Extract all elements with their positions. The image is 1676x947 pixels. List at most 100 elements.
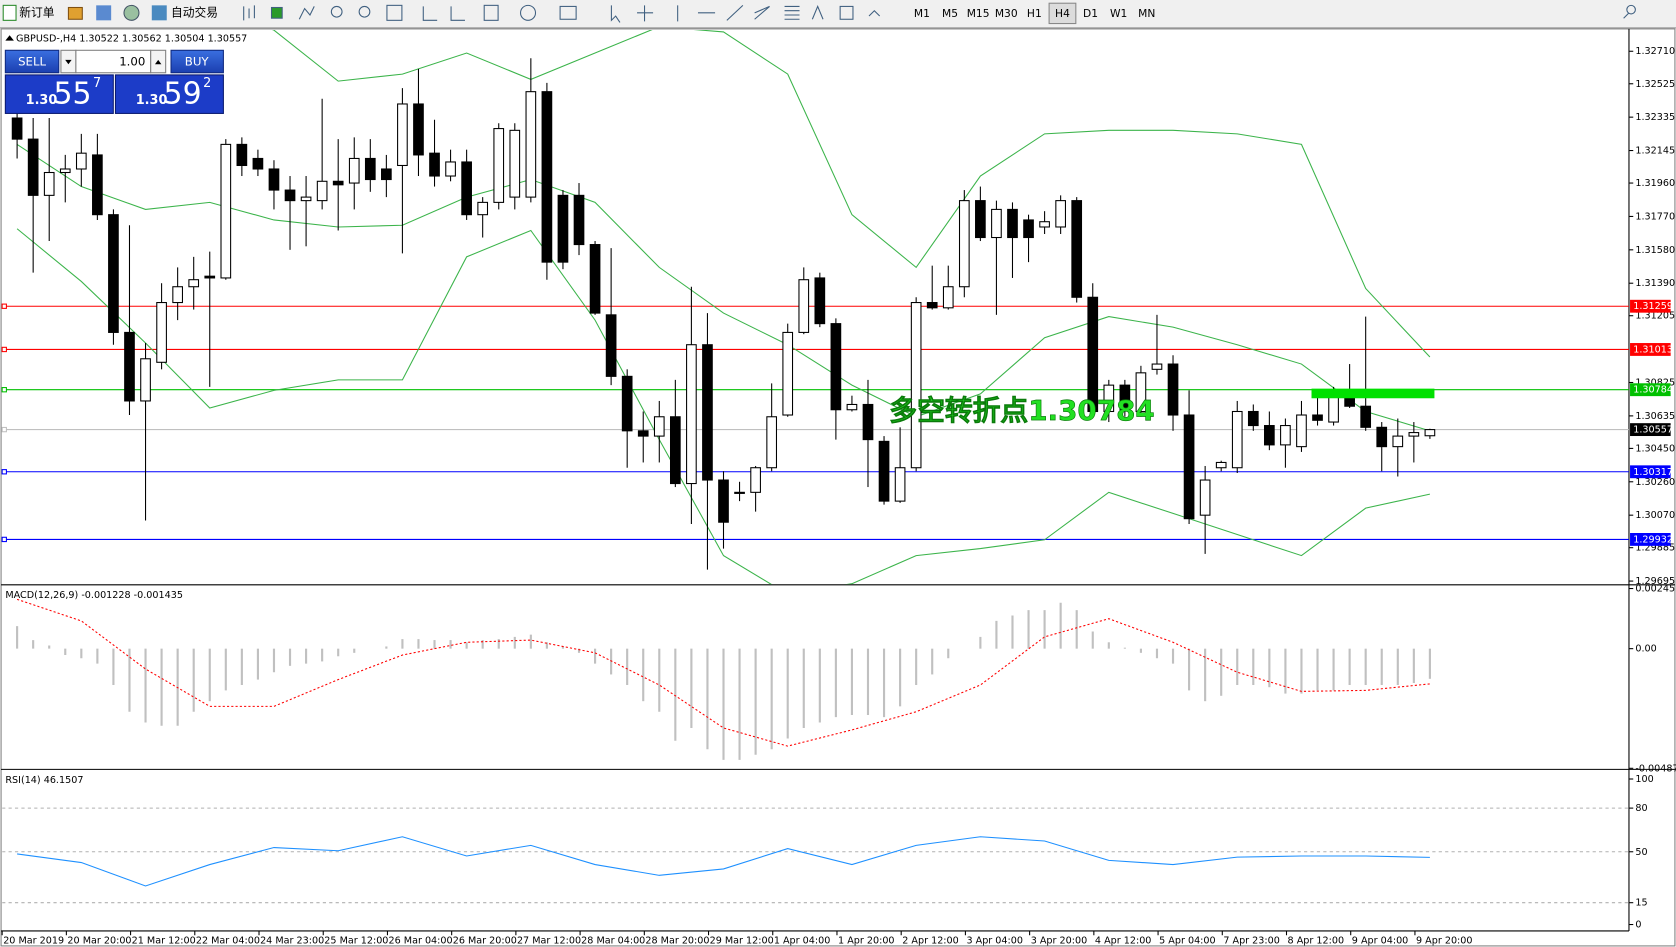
candle-body [926,302,938,309]
timeframe-button[interactable]: W1 [1110,7,1127,20]
level-label: 1.30784 [1633,385,1673,396]
text-icon[interactable] [811,5,824,20]
candle-body [509,129,521,198]
y-tick-label: 1.30260 [1635,477,1675,488]
x-tick-label: 28 Mar 04:00 [581,936,645,947]
sell-price-point: 7 [93,76,101,91]
tile-icon[interactable] [386,4,403,21]
candle-body [1167,363,1179,416]
timeframe-button[interactable]: D1 [1083,7,1098,20]
sell-label[interactable]: SELL [18,55,46,69]
candle-body [477,201,489,216]
candle-body [1215,461,1227,469]
autoscroll-icon[interactable] [422,6,438,21]
lot-value[interactable]: 1.00 [119,55,145,69]
candle-body [92,154,103,216]
search-icon[interactable] [1623,4,1636,19]
candle-body [1424,429,1436,437]
auto-trading-button[interactable]: 自动交易 [171,5,218,19]
candle-body [429,152,440,177]
level-dot [1,426,7,433]
candle-body [814,277,826,325]
chart-title: GBPUSD-,H4 1.30522 1.30562 1.30504 1.305… [16,34,247,45]
candle-body [381,168,392,181]
candle-body [894,467,906,502]
timeframe-button[interactable]: H4 [1055,7,1070,20]
collapse-icon[interactable] [5,35,14,41]
candle-body [332,180,344,186]
sell-price-big: 1.30 [26,93,58,108]
y-tick-label: 1.31580 [1635,245,1675,256]
candle-body [188,279,200,288]
x-tick-label: 2 Apr 12:00 [902,936,959,947]
trendline-icon[interactable] [726,4,744,21]
candle-body [364,157,376,181]
timeframe-button[interactable]: H1 [1027,7,1042,20]
x-tick-label: 21 Mar 12:00 [132,936,196,947]
y-tick-label: 1.31205 [1635,311,1675,322]
buy-button[interactable] [170,49,224,74]
candle-body [1055,200,1066,228]
x-tick-label: 24 Mar 23:00 [260,936,324,947]
sell-button[interactable] [4,49,60,74]
candle-body [750,467,761,493]
x-tick-label: 28 Mar 20:00 [645,936,709,947]
cursor-icon[interactable] [610,5,621,23]
x-tick-label: 20 Mar 20:00 [67,936,131,947]
toolbar-icon[interactable] [67,6,83,20]
buy-price-point: 2 [203,76,211,91]
fibo-icon[interactable] [784,5,800,20]
buy-price-box[interactable] [114,74,224,114]
sell-price-box[interactable] [4,74,114,114]
auto-trading-icon[interactable] [151,5,167,21]
candle-body [43,171,55,196]
timeframe-button[interactable]: M5 [942,7,958,20]
timeframe-button[interactable]: M15 [967,7,990,20]
crosshair-icon[interactable] [637,5,654,22]
candle-body [942,286,954,309]
y-tick-label: 1.32145 [1635,146,1675,157]
channel-icon[interactable] [754,5,770,20]
template-icon[interactable] [559,5,577,20]
candle-body [1183,414,1195,520]
zoom-out-icon[interactable] [358,5,371,18]
level-label-box [1630,299,1671,313]
line-icon[interactable] [298,6,315,20]
shift-icon[interactable] [450,6,465,21]
toolbar-icon[interactable] [96,5,112,21]
label-icon[interactable] [839,5,854,20]
active-timeframe[interactable] [1048,2,1077,25]
timeframe-button[interactable]: M30 [995,7,1018,20]
x-tick-label: 5 Apr 04:00 [1159,936,1216,947]
x-tick-label: 9 Apr 20:00 [1416,936,1473,947]
candle-body [1376,426,1388,448]
buy-label[interactable]: BUY [185,55,210,69]
candle-body [27,138,39,196]
zoom-in-icon[interactable] [330,5,343,18]
period-icon[interactable] [520,4,537,21]
bar-chart-icon[interactable] [243,5,255,21]
price-panel: 多空转折点1.30784 [2,29,1629,585]
x-tick-label: 3 Apr 20:00 [1031,936,1088,947]
timeframe-button[interactable]: MN [1138,7,1155,20]
level-label: 1.31259 [1633,301,1673,312]
toolbar-icon[interactable] [123,4,140,21]
candle-body [846,403,858,411]
candle-body [1023,219,1034,239]
x-tick-label: 3 Apr 04:00 [966,936,1023,947]
indicators-icon[interactable] [483,4,499,21]
level-dot [1,387,7,393]
arrows-icon[interactable] [868,9,881,17]
timeframe-button[interactable]: M1 [914,7,930,20]
x-tick-label: 27 Mar 12:00 [517,936,581,947]
candle-body [348,157,360,184]
candle-body [910,302,922,469]
level-label: 1.31013 [1633,344,1673,355]
y-tick-label: 100 [1635,774,1653,785]
candle-body [1328,395,1339,423]
new-order-icon[interactable] [2,4,17,21]
x-tick-label: 20 Mar 2019 [3,936,64,947]
y-tick-label: 1.32335 [1635,112,1675,123]
candle-icon[interactable] [270,6,283,19]
new-order-button[interactable]: 新订单 [19,5,54,19]
